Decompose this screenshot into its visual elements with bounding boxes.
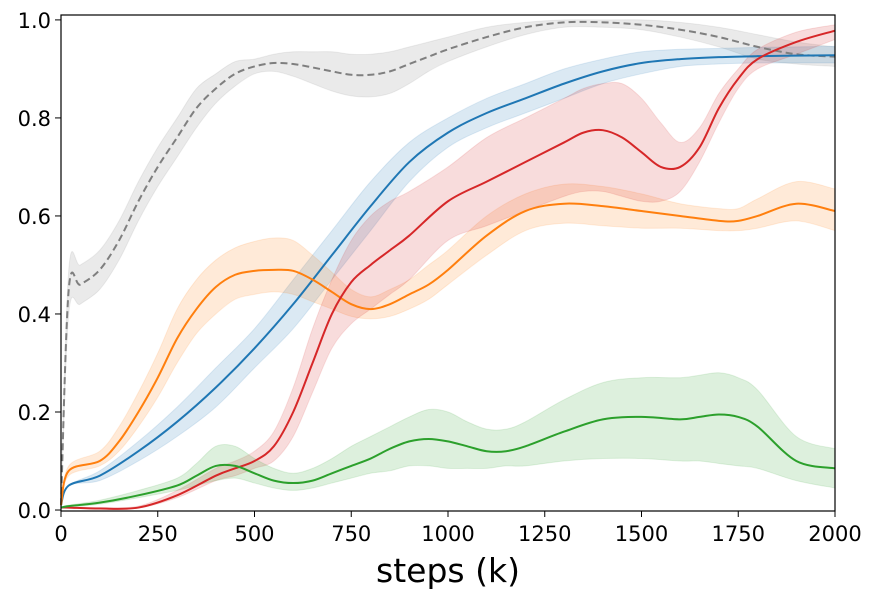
x-tick-label: 250: [138, 522, 178, 546]
y-tick-label: 0.8: [18, 107, 51, 131]
x-axis-title: steps (k): [376, 551, 520, 590]
y-axis-ticks: 0.0 0.2 0.4 0.6 0.8 1.0: [18, 9, 61, 523]
y-tick-label: 0.4: [18, 303, 51, 327]
x-tick-label: 0: [54, 522, 67, 546]
y-tick-label: 0.0: [18, 499, 51, 523]
x-tick-label: 1250: [518, 522, 571, 546]
x-tick-label: 750: [331, 522, 371, 546]
band-green: [61, 373, 835, 508]
confidence-bands: [61, 20, 835, 510]
x-axis-ticks: 0 250 500 750 1000 1250 1500 1750 2000: [54, 511, 861, 546]
x-tick-label: 500: [234, 522, 274, 546]
y-tick-label: 1.0: [18, 9, 51, 33]
x-tick-label: 1000: [421, 522, 474, 546]
x-tick-label: 1750: [712, 522, 765, 546]
y-tick-label: 0.6: [18, 205, 51, 229]
x-tick-label: 2000: [808, 522, 861, 546]
x-tick-label: 1500: [615, 522, 668, 546]
line-chart: 0 250 500 750 1000 1250 1500 1750 2000 0.0 0.2 0.4…: [0, 0, 876, 598]
y-tick-label: 0.2: [18, 401, 51, 425]
